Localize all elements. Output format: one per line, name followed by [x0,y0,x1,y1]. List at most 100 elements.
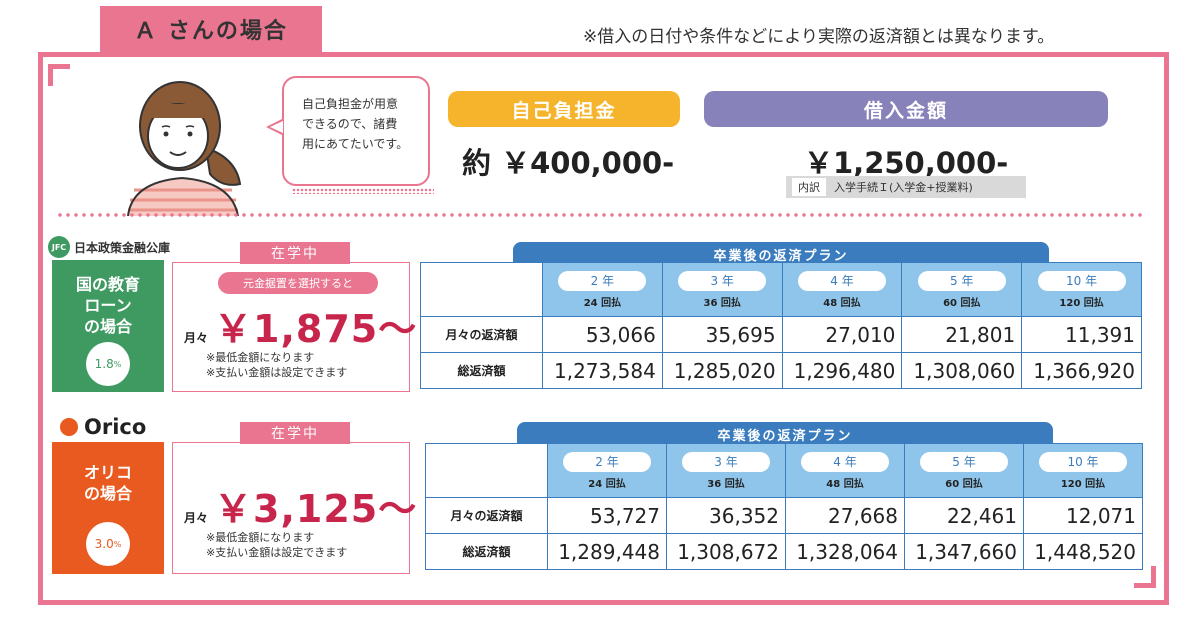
orico-monthly-payment: 月々 ￥3,125〜 [184,478,417,533]
orico-study-box [172,442,410,574]
row-label: 総返済額 [425,533,548,570]
table-column-header: 5 年 60 回払 [901,262,1023,317]
note-line: ※最低金額になります [206,351,315,364]
orico-brand: Orico [60,415,146,439]
orico-plan-title: 卒業後の返済プラン [517,422,1053,446]
table-cell: 1,448,520 [1023,533,1143,570]
side-line: ローン [84,296,132,315]
years-pill: 4 年 [801,452,889,472]
table-cell: 1,366,920 [1021,352,1142,389]
table-cell: 36,352 [666,497,786,534]
rate-unit: % [113,359,122,369]
installments: 120 回払 [1060,479,1106,490]
table-corner [420,262,543,317]
case-title: Ａ さんの場合 [100,6,322,52]
orico-logo-icon [60,418,78,436]
table-row: 月々の返済額 53,727 36,352 27,668 22,461 12,07… [425,497,1143,534]
table-cell: 1,296,480 [781,352,903,389]
table-cell: 53,727 [547,497,667,534]
jfc-side-label: 国の教育 ローン の場合 1.8% [52,260,164,392]
note-line: ※支払い金額は設定できます [206,366,348,379]
rate-value: 3.0 [94,536,114,551]
table-cell: 21,801 [901,316,1023,353]
disclaimer: ※借入の日付や条件などにより実際の返済額とは異なります。 [583,27,1055,47]
note-line: ※最低金額になります [206,531,315,544]
table-cell: 1,289,448 [547,533,667,570]
table-cell: 27,668 [785,497,905,534]
years-pill: 5 年 [920,452,1008,472]
loan-breakdown: 内訳 入学手続Ｉ(入学金+授業料) [786,176,1026,198]
installments: 24 回払 [583,298,622,309]
table-column-header: 3 年 36 回払 [666,443,786,498]
jfc-study-tab: 在学中 [240,242,350,264]
bubble-line: できるので、諸費 [302,117,398,131]
years-pill: 10 年 [1039,452,1127,472]
table-column-header: 3 年 36 回払 [661,262,783,317]
side-line: オリコ [83,463,132,482]
loan-amount: ￥1,250,000- [804,146,1009,180]
installments: 36 回払 [703,298,741,309]
years-pill: 10 年 [1037,271,1126,291]
bubble-shadow-dots [292,188,434,194]
years-pill: 5 年 [917,271,1006,291]
orico-notes: ※最低金額になります ※支払い金額は設定できます [206,530,347,560]
principal-deferral-note: 元金据置を選択すると [218,272,378,294]
table-column-header: 2 年 24 回払 [542,262,663,317]
table-corner [425,443,548,498]
table-cell: 1,328,064 [785,533,905,570]
table-cell: 53,066 [542,316,663,353]
table-column-header: 4 年 48 回払 [781,262,903,317]
installments: 24 回払 [588,479,626,490]
table-cell: 1,273,584 [542,352,663,389]
table-cell: 1,285,020 [661,352,783,389]
note-line: ※支払い金額は設定できます [206,546,348,559]
side-line: 国の教育 [75,275,140,294]
years-pill: 4 年 [797,271,886,291]
years-pill: 2 年 [563,452,651,472]
orico-brand-name: Orico [84,415,147,439]
orico-repayment-table: 2 年 24 回払 3 年 36 回払 4 年 48 回払 5 年 60 回払 10 年… [425,443,1143,570]
table-column-header: 10 年 120 回払 [1023,443,1143,498]
table-row: 月々の返済額 53,066 35,695 27,010 21,801 11,39… [420,316,1142,353]
table-header-row: 2 年 24 回払 3 年 36 回払 4 年 48 回払 5 年 60 回払 10 年… [425,443,1143,498]
bubble-line: 自己負担金が用意 [302,97,399,111]
jfc-brand-name: 日本政策金融公庫 [74,240,171,255]
years-pill: 2 年 [558,271,647,291]
dotted-divider [56,212,1146,218]
jfc-brand: JFC 日本政策金融公庫 [48,236,170,258]
table-cell: 22,461 [904,497,1024,534]
table-cell: 12,071 [1023,497,1143,534]
table-column-header: 10 年 120 回払 [1021,262,1142,317]
rate-unit: % [113,539,122,549]
bubble-line: 用にあてたいです。 [302,137,409,151]
jfc-notes: ※最低金額になります ※支払い金額は設定できます [206,350,347,380]
jfc-monthly-payment: 月々 ￥1,875〜 [184,298,417,353]
row-label: 総返済額 [420,352,543,389]
self-pay-label: 自己負担金 [448,91,680,127]
installments: 48 回払 [826,479,864,490]
corner-decoration-top-left [48,64,70,86]
breakdown-text: 入学手続Ｉ(入学金+授業料) [834,181,973,194]
table-cell: 27,010 [781,316,903,353]
table-header-row: 2 年 24 回払 3 年 36 回払 4 年 48 回払 5 年 60 回払 10 年… [420,262,1142,317]
side-line: の場合 [83,317,132,336]
table-column-header: 2 年 24 回払 [547,443,667,498]
installments: 60 回払 [943,298,981,309]
interest-rate-badge: 3.0% [86,522,130,566]
table-cell: 11,391 [1021,316,1142,353]
installments: 36 回払 [707,479,745,490]
self-pay-amount: 約 ￥400,000- [462,146,675,180]
table-column-header: 4 年 48 回払 [785,443,905,498]
interest-rate-badge: 1.8% [86,342,130,386]
jfc-logo-icon: JFC [48,236,70,258]
speech-bubble: 自己負担金が用意 できるので、諸費 用にあてたいです。 [282,76,430,186]
row-label: 月々の返済額 [420,316,543,353]
corner-decoration-bottom-right [1134,566,1156,588]
orico-study-tab: 在学中 [240,422,350,444]
table-cell: 1,308,060 [901,352,1023,389]
student-illustration [127,81,242,216]
speech-bubble-tail-inner [270,121,283,133]
monthly-value: ￥1,875〜 [214,307,418,351]
table-row: 総返済額 1,273,584 1,285,020 1,296,480 1,308… [420,352,1142,389]
installments: 48 回払 [823,298,861,309]
